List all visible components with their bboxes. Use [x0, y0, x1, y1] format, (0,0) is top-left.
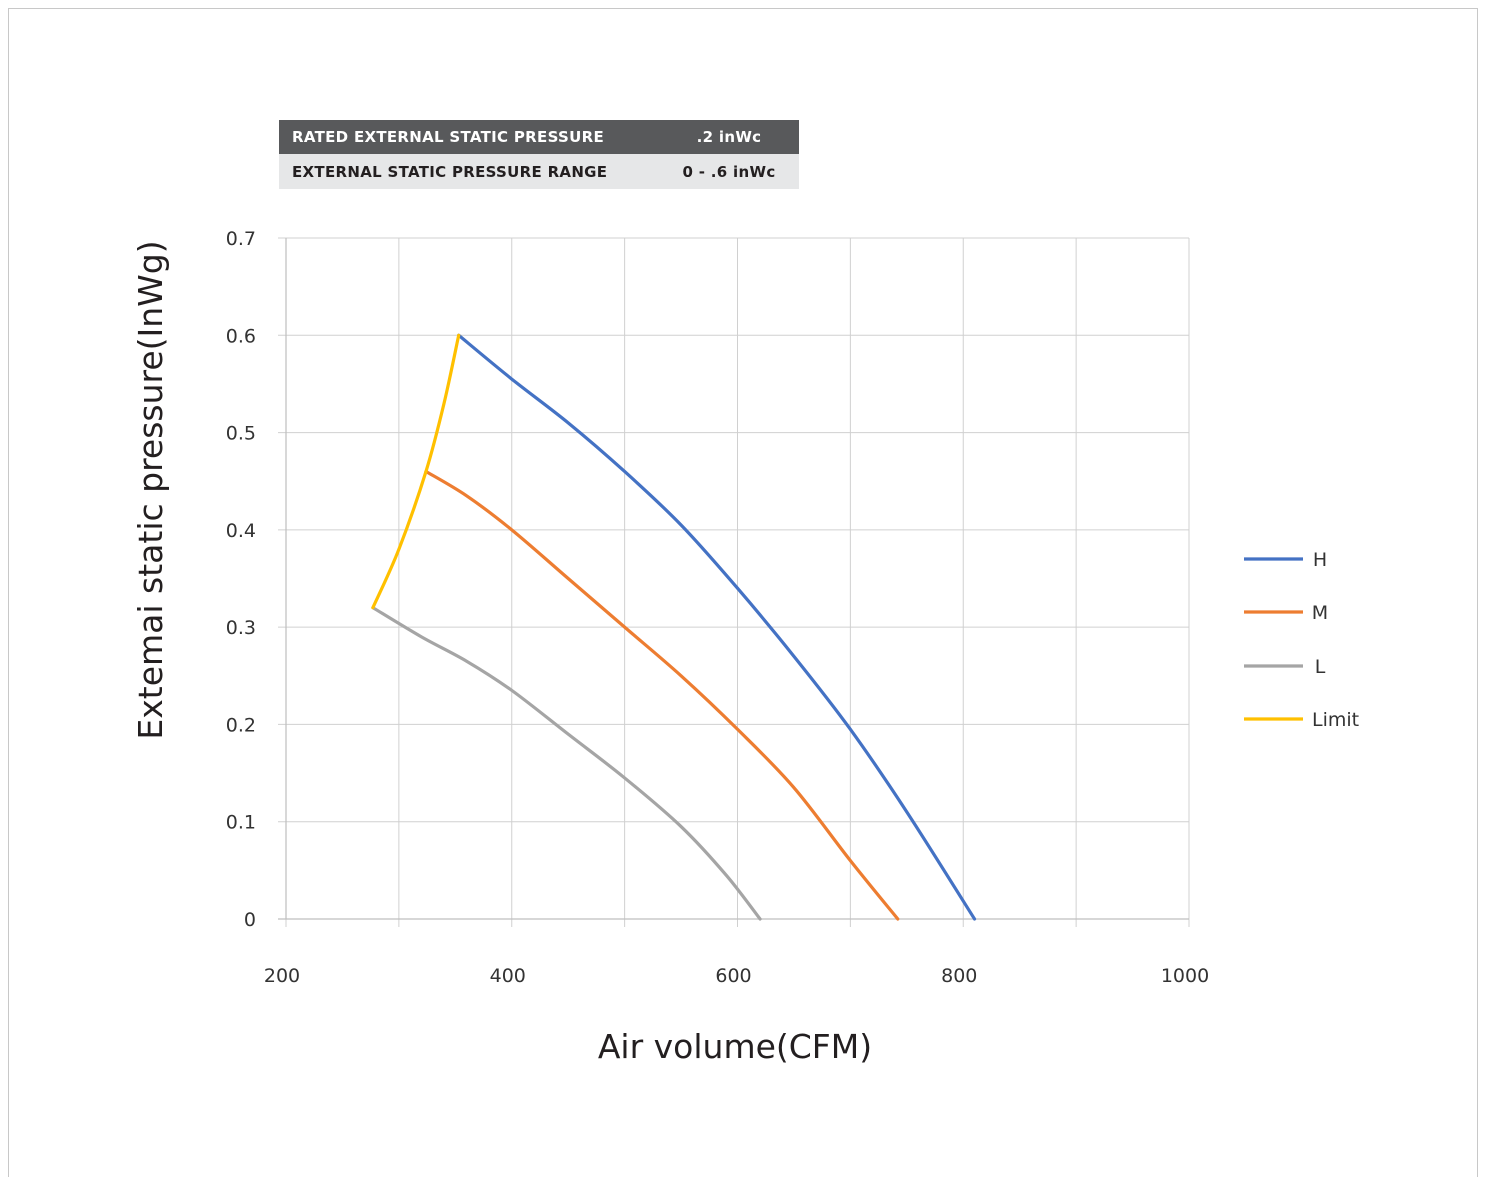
x-tick-label: 1000: [1161, 965, 1209, 987]
x-tick-label: 800: [941, 965, 977, 987]
spec-row-rated: RATED EXTERNAL STATIC PRESSURE .2 inWc: [279, 120, 799, 154]
series-line-l: [371, 606, 762, 921]
x-tick-label: 400: [490, 965, 526, 987]
legend: H M L Limit: [1244, 549, 1359, 731]
legend-item-l: L: [1244, 656, 1326, 678]
spec-value: 0 - .6 inWc: [682, 162, 776, 181]
y-tick-label: 0.2: [226, 714, 256, 736]
x-tick-label: 200: [264, 965, 300, 987]
chart-frame: [8, 8, 1478, 1177]
spec-table: RATED EXTERNAL STATIC PRESSURE .2 inWc E…: [279, 120, 799, 189]
y-axis-title: Extemai static pressure(InWg): [131, 240, 170, 739]
y-tick-label: 0.6: [226, 325, 256, 347]
spec-value: .2 inWc: [696, 128, 762, 146]
y-tick-label: 0.3: [226, 617, 256, 639]
series-line-h: [457, 333, 977, 921]
series-line-m: [424, 469, 900, 921]
y-tick-label: 0.7: [226, 228, 256, 250]
legend-label: Limit: [1312, 709, 1359, 731]
legend-label: H: [1313, 549, 1327, 571]
legend-item-m: M: [1244, 602, 1328, 624]
legend-label: L: [1315, 656, 1326, 678]
y-tick-label: 0.5: [226, 423, 256, 445]
legend-item-limit: Limit: [1244, 709, 1359, 731]
legend-item-h: H: [1244, 549, 1327, 571]
series-lines: [371, 333, 977, 921]
tick-labels: 200 400 600 800 1000 0 0.1 0.2 0.3 0.4 0.5 0.6 0.7: [226, 228, 1209, 987]
x-axis-title: Air volume(CFM): [598, 1027, 872, 1066]
y-tick-label: 0.1: [226, 812, 256, 834]
y-tick-label: 0.4: [226, 520, 256, 542]
spec-row-range: EXTERNAL STATIC PRESSURE RANGE 0 - .6 in…: [279, 154, 799, 189]
grid: [278, 237, 1190, 927]
spec-label: EXTERNAL STATIC PRESSURE RANGE: [292, 162, 608, 181]
legend-label: M: [1312, 602, 1328, 624]
y-tick-label: 0: [244, 909, 256, 931]
spec-label: RATED EXTERNAL STATIC PRESSURE: [292, 128, 604, 146]
x-tick-label: 600: [715, 965, 751, 987]
series-line-limit: [371, 333, 461, 610]
